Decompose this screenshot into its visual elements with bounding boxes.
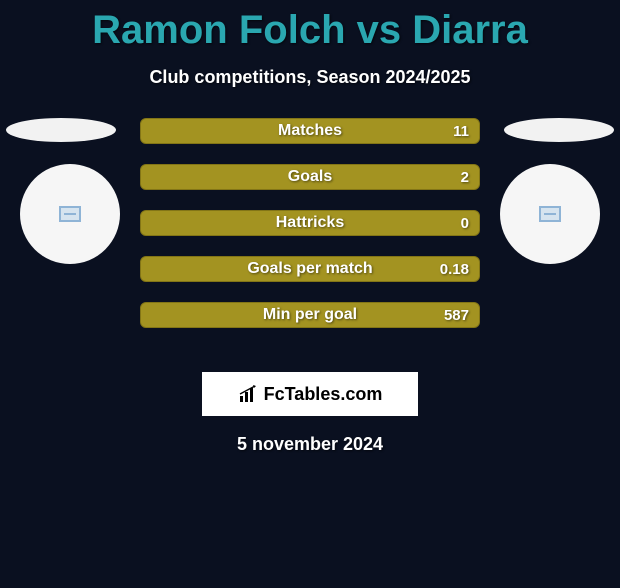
bars-icon — [238, 384, 260, 404]
stat-value: 587 — [444, 307, 469, 324]
brand-logo: FcTables.com — [202, 372, 418, 416]
brand-text: FcTables.com — [264, 384, 383, 405]
right-shadow-ellipse — [504, 118, 614, 142]
left-shadow-ellipse — [6, 118, 116, 142]
right-player-badge — [500, 164, 600, 264]
date-text: 5 november 2024 — [0, 434, 620, 455]
stat-label: Matches — [278, 122, 342, 140]
stat-label: Goals — [288, 168, 332, 186]
stat-bar: Hattricks 0 — [140, 210, 480, 236]
stat-label: Min per goal — [263, 306, 357, 324]
stat-label: Goals per match — [247, 260, 372, 278]
stat-bars: Matches 11 Goals 2 Hattricks 0 Goals per match… — [140, 118, 480, 348]
stat-bar: Min per goal 587 — [140, 302, 480, 328]
stat-value: 0 — [461, 215, 469, 232]
stat-bar: Matches 11 — [140, 118, 480, 144]
placeholder-icon — [539, 206, 561, 222]
left-player-badge — [20, 164, 120, 264]
stat-value: 2 — [461, 169, 469, 186]
stat-bar: Goals per match 0.18 — [140, 256, 480, 282]
subtitle: Club competitions, Season 2024/2025 — [0, 67, 620, 88]
comparison-stage: Matches 11 Goals 2 Hattricks 0 Goals per match… — [0, 118, 620, 358]
stat-label: Hattricks — [276, 214, 344, 232]
page-title: Ramon Folch vs Diarra — [0, 8, 620, 53]
stat-bar: Goals 2 — [140, 164, 480, 190]
placeholder-icon — [59, 206, 81, 222]
stat-value: 0.18 — [440, 261, 469, 278]
stat-value: 11 — [453, 123, 469, 140]
